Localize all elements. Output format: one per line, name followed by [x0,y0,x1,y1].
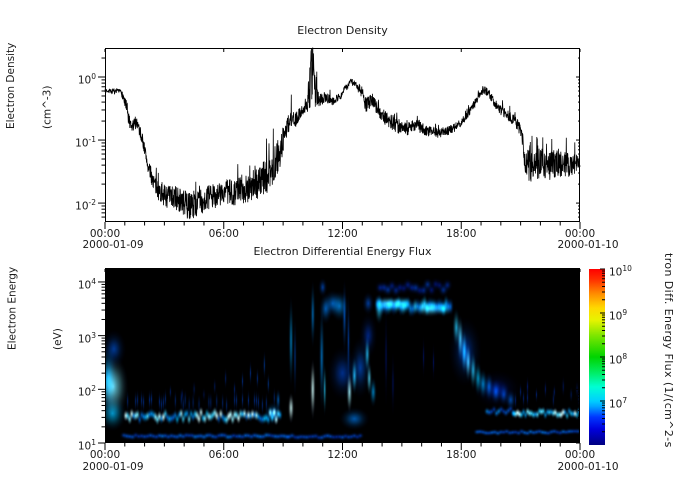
colorbar-tick-label: 108 [609,352,628,367]
x-tick-label: 18:00 [446,449,477,461]
density-date-right: 2000-01-10 [557,239,619,251]
density-line-series [104,47,581,220]
x-tick-label: 00:00 [564,228,596,240]
y-tick-label: 102 [77,384,96,399]
density-date-left: 2000-01-09 [82,239,144,251]
y-tick-label: 103 [77,330,96,346]
y-tick-label: 101 [77,438,96,453]
y-tick-label: 10-2 [75,198,96,213]
x-tick-label: 12:00 [327,449,358,461]
y-tick-label: 104 [77,276,96,292]
x-tick-label: 06:00 [208,228,239,240]
colorbar-label: tron Diff. Energy Flux (1/(cm^2-s [662,253,675,448]
colorbar-gradient [589,269,605,445]
x-tick-label: 06:00 [208,449,239,461]
plot-frame [105,48,580,222]
y-tick-label: 100 [77,72,96,87]
flux-date-right: 2000-01-10 [557,461,619,473]
y-tick-label: 10-1 [75,135,96,150]
spectrogram-heatmap [105,268,580,443]
x-tick-label: 18:00 [446,228,477,240]
x-tick-label: 00:00 [564,449,596,461]
density-y-axis-units: (cm^-3) [41,85,54,129]
density-chart-title: Electron Density [297,24,388,37]
colorbar-tick-label: 107 [609,396,628,411]
x-tick-label: 12:00 [327,228,358,240]
flux-chart-title: Electron Differential Energy Flux [253,245,432,258]
x-tick-label: 00:00 [89,228,121,240]
x-tick-label: 00:00 [89,449,121,461]
flux-date-left: 2000-01-09 [82,461,144,473]
colorbar-tick-label: 1010 [609,264,632,279]
colorbar-tick-label: 109 [609,308,628,323]
